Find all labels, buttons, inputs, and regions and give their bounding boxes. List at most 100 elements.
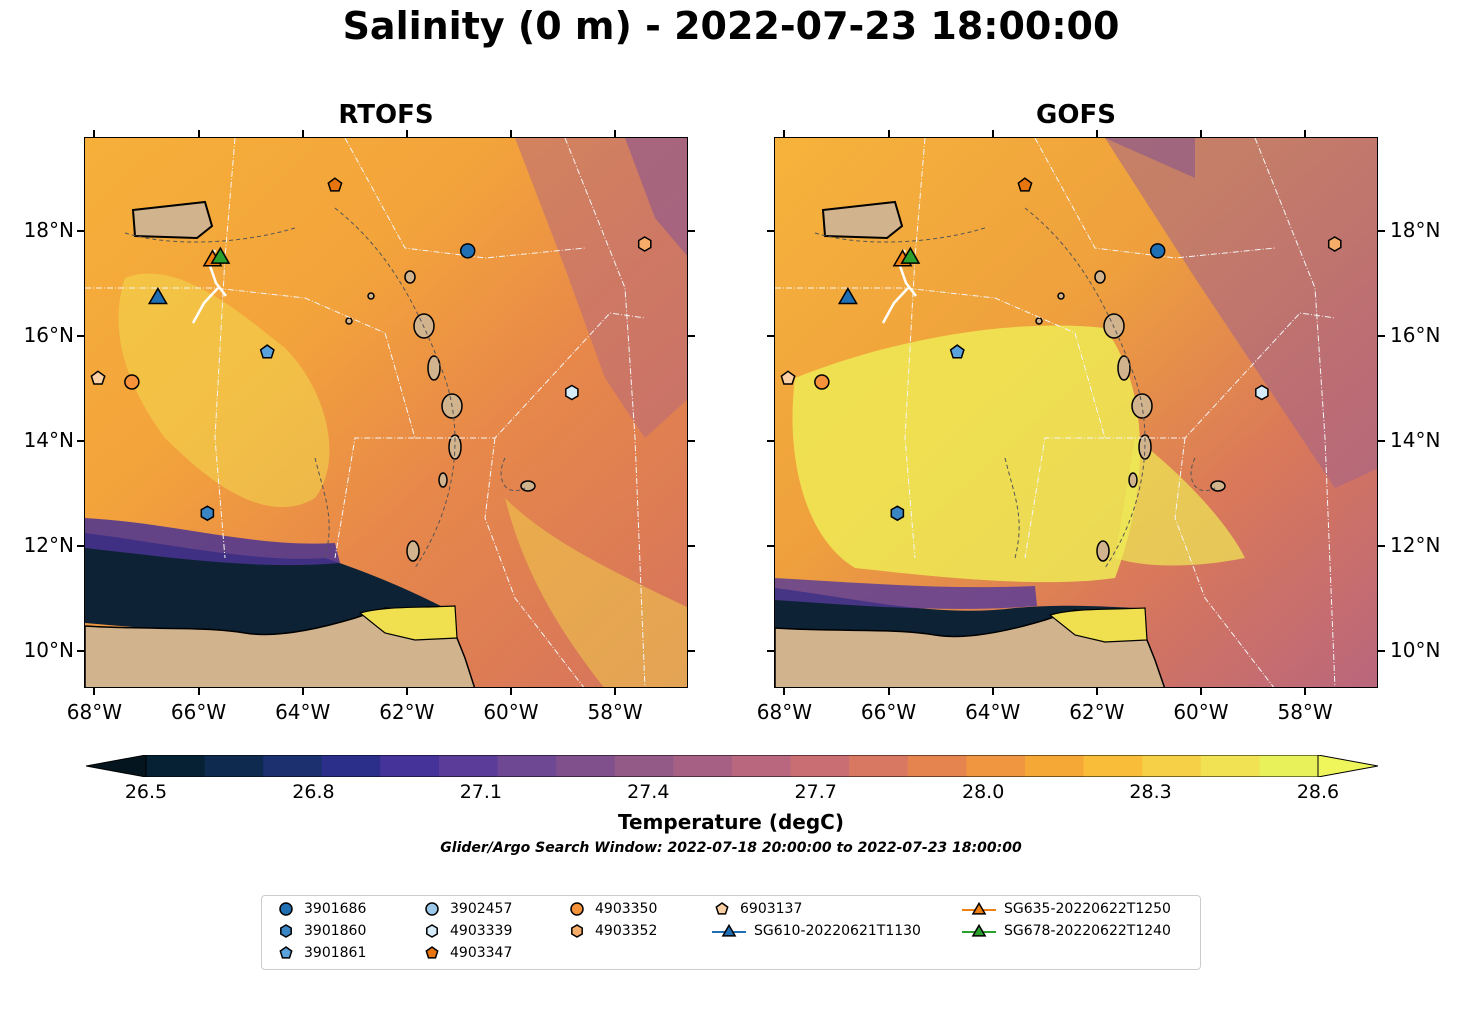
colorbar-segment	[966, 755, 1026, 777]
legend-label: 4903347	[450, 945, 513, 961]
marker-4903350[interactable]	[814, 374, 830, 390]
lat-tick-mark	[688, 440, 695, 443]
colorbar-ticks: 26.5 26.8 27.1 27.4 27.7 28.0 28.3 28.6	[0, 781, 1462, 807]
marker-4903339[interactable]	[565, 384, 579, 401]
lon-tick-mark	[1199, 688, 1202, 695]
lon-tick-mark	[614, 130, 617, 137]
marker-6903137[interactable]	[780, 370, 796, 385]
lon-tick-mark	[887, 688, 890, 695]
colorbar-segment	[380, 755, 440, 777]
colorbar-extend-low	[86, 755, 147, 777]
lat-tick-mark	[77, 545, 84, 548]
hexagon-marker-icon	[571, 924, 583, 938]
map-canvas-rtofs	[85, 138, 687, 687]
low-salinity-plume	[85, 533, 445, 638]
marker-3901860[interactable]	[890, 505, 905, 522]
colorbar-segment	[673, 755, 733, 777]
marker-SG610-20220621T1130[interactable]	[147, 287, 168, 305]
lon-tick-mark	[783, 688, 786, 695]
lat-tick-mark	[688, 230, 695, 233]
colorbar-segment	[1142, 755, 1202, 777]
lat-tick-mark	[767, 545, 774, 548]
lat-tick-mark	[1378, 335, 1385, 338]
lat-tick-label: 12°N	[1390, 533, 1441, 558]
marker-3901686[interactable]	[459, 243, 476, 259]
legend-item-3901861: 3901861	[276, 944, 366, 962]
lon-tick-mark	[783, 130, 786, 137]
lon-tick-label: 60°W	[483, 700, 539, 724]
lat-tick-mark	[688, 650, 695, 653]
legend-item-6903137: 6903137	[712, 900, 802, 918]
colorbar	[86, 755, 1378, 777]
lon-tick-mark	[197, 688, 200, 695]
marker-4903339[interactable]	[1255, 384, 1269, 401]
legend-item-SG678-20220622T1240: SG678-20220622T1240	[962, 922, 1171, 940]
lat-tick-label: 16°N	[23, 323, 74, 348]
legend-label: SG678-20220622T1240	[1004, 923, 1171, 939]
legend-item-4903339: 4903339	[422, 922, 512, 940]
marker-3901861[interactable]	[259, 344, 275, 359]
hexagon-marker-icon	[426, 924, 438, 938]
high-value-region	[1115, 438, 1245, 566]
colorbar-tick-label: 28.6	[1296, 781, 1340, 803]
marker-3901861[interactable]	[949, 344, 965, 359]
colorbar-segment	[614, 755, 674, 777]
marker-4903350[interactable]	[124, 374, 140, 390]
lat-tick-label: 10°N	[1390, 638, 1441, 663]
lon-tick-mark	[509, 130, 512, 137]
legend-label: SG635-20220622T1250	[1004, 901, 1171, 917]
colorbar-segment	[1025, 755, 1085, 777]
map-panel-rtofs[interactable]	[84, 137, 688, 688]
map-canvas-gofs	[775, 138, 1377, 687]
marker-3901860[interactable]	[200, 505, 215, 522]
figure-title: Salinity (0 m) - 2022-07-23 18:00:00	[342, 4, 1120, 48]
marker-4903352[interactable]	[1327, 236, 1342, 252]
colorbar-segment	[849, 755, 909, 777]
marker-SG610-20220621T1130[interactable]	[837, 287, 858, 305]
lat-tick-label: 10°N	[23, 638, 74, 663]
map-panel-gofs[interactable]	[774, 137, 1378, 688]
marker-4903347[interactable]	[327, 177, 343, 192]
gulf-of-paria	[358, 605, 458, 641]
lon-tick-label: 68°W	[756, 700, 813, 724]
panel-title-gofs: GOFS	[1036, 100, 1116, 130]
colorbar-segment	[321, 755, 381, 777]
lon-tick-mark	[93, 688, 96, 695]
colorbar-extend-high	[1317, 755, 1378, 777]
low-value-region	[1105, 138, 1377, 488]
lat-tick-label: 18°N	[1390, 218, 1441, 243]
lat-tick-mark	[77, 230, 84, 233]
circle-marker-icon	[425, 902, 439, 916]
lat-tick-mark	[1378, 440, 1385, 443]
legend-label: 4903350	[595, 901, 658, 917]
colorbar-outline	[145, 755, 1319, 777]
lon-tick-label: 58°W	[1277, 700, 1333, 724]
legend-item-SG635-20220622T1250: SG635-20220622T1250	[962, 900, 1171, 918]
colorbar-tick-label: 28.3	[1129, 781, 1172, 803]
colorbar-segment	[439, 755, 499, 777]
high-value-region	[505, 498, 687, 687]
lon-tick-label: 60°W	[1173, 700, 1229, 724]
lon-tick-mark	[1304, 130, 1307, 137]
low-salinity-plume	[85, 518, 340, 566]
marker-SG678-20220622T1240[interactable]	[210, 246, 231, 264]
lat-tick-label: 14°N	[1390, 428, 1441, 453]
legend-item-4903350: 4903350	[567, 900, 657, 918]
lon-tick-mark	[1095, 130, 1098, 137]
lat-tick-label: 18°N	[23, 218, 74, 243]
lat-tick-mark	[77, 440, 84, 443]
marker-6903137[interactable]	[90, 370, 106, 385]
marker-4903347[interactable]	[1017, 177, 1033, 192]
lat-tick-mark	[688, 545, 695, 548]
marker-SG678-20220622T1240[interactable]	[900, 246, 921, 264]
lon-tick-mark	[1304, 688, 1307, 695]
legend: 3901686 3901860 3901861 3902457 4903339 49033…	[261, 895, 1201, 970]
legend-label: 4903352	[595, 923, 658, 939]
colorbar-segment	[146, 755, 206, 777]
puerto-rico-landmass	[131, 200, 214, 240]
marker-3901686[interactable]	[1149, 243, 1166, 259]
lon-tick-label: 62°W	[379, 700, 435, 724]
lon-tick-mark	[405, 130, 408, 137]
marker-4903352[interactable]	[637, 236, 652, 252]
